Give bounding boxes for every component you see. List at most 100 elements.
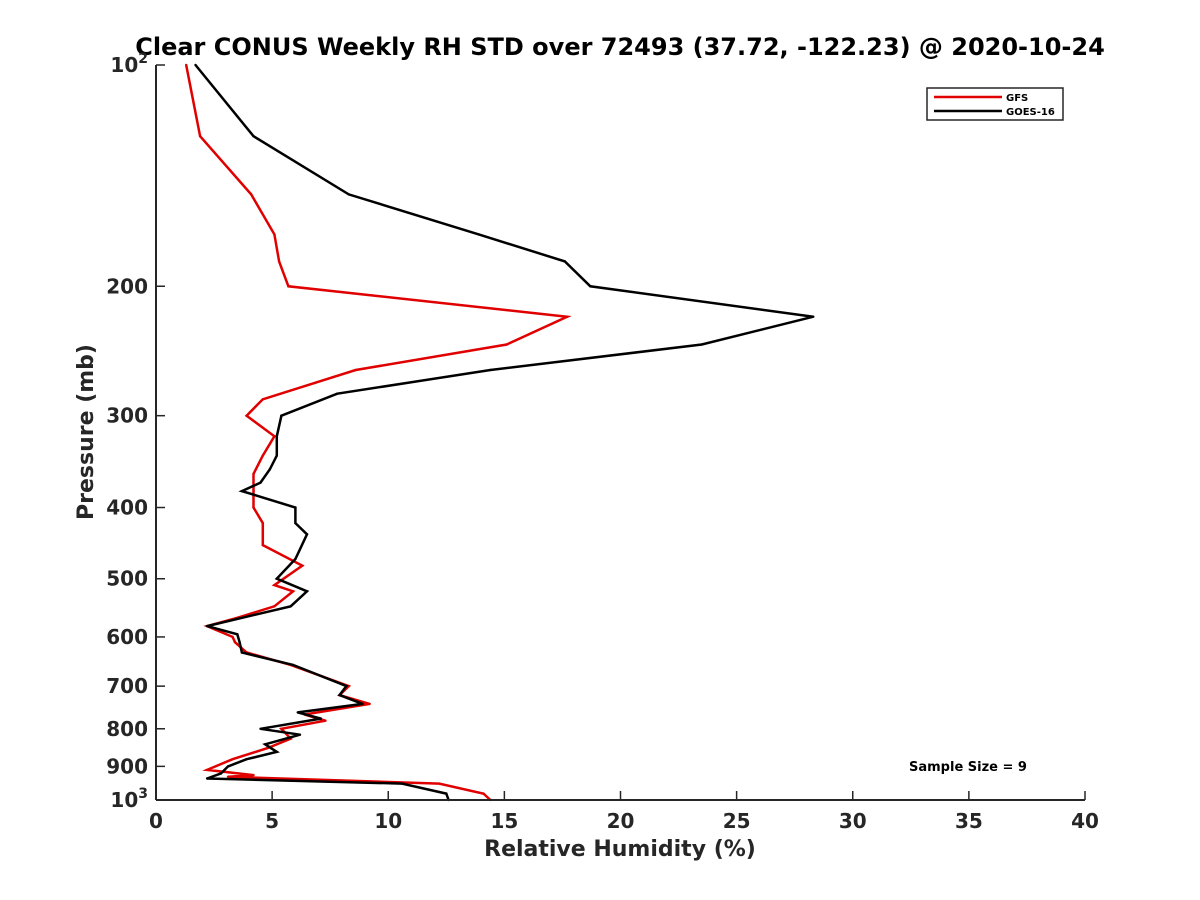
point-gfs-33 [280, 727, 283, 730]
x-tick-label-10: 10 [374, 809, 402, 833]
point-goes16-7 [700, 343, 703, 346]
point-goes16-37 [245, 758, 248, 761]
point-goes16-18 [305, 533, 309, 536]
point-gfs-1 [198, 135, 202, 138]
x-tick-label-5: 5 [265, 809, 279, 833]
point-goes16-22 [289, 605, 292, 608]
y-tick-label-200: 200 [106, 274, 148, 298]
series-line-goes16 [194, 64, 814, 801]
point-goes16-9 [336, 392, 339, 395]
point-goes16-19 [294, 557, 297, 561]
series-line-gfs [184, 64, 572, 801]
point-goes16-41 [401, 782, 404, 785]
point-gfs-32 [324, 719, 327, 722]
point-goes16-14 [259, 481, 262, 484]
x-axis-label: Relative Humidity (%) [484, 837, 756, 862]
point-gfs-14 [252, 489, 255, 493]
y-tick-label-1000: 103 [110, 786, 148, 812]
point-goes16-12 [275, 454, 278, 457]
point-goes16-33 [259, 727, 262, 730]
x-tick-label-40: 40 [1071, 809, 1099, 833]
series-layer [184, 63, 815, 802]
point-gfs-30 [368, 702, 371, 706]
point-goes16-28 [345, 684, 348, 688]
point-goes16-24 [236, 633, 239, 636]
point-gfs-4 [277, 260, 281, 263]
x-tick-label-20: 20 [607, 809, 635, 833]
x-tick-label-15: 15 [490, 809, 518, 833]
point-gfs-10 [245, 414, 248, 417]
x-tick-label-0: 0 [149, 809, 163, 833]
point-gfs-36 [231, 758, 234, 761]
point-goes16-42 [445, 792, 448, 795]
y-ticks: 102 200 300 400 500 600 700 800 900 103 [106, 51, 165, 812]
y-tick-label-300: 300 [106, 404, 148, 428]
y-tick-label-500: 500 [106, 567, 148, 591]
point-gfs-39 [226, 775, 230, 778]
y-tick-label-700: 700 [106, 674, 148, 698]
point-gfs-19 [273, 583, 276, 587]
point-goes16-2 [347, 193, 350, 196]
point-goes16-36 [275, 750, 278, 754]
point-gfs-9 [261, 398, 264, 401]
y-tick-label-600: 600 [106, 625, 148, 649]
point-gfs-40 [438, 782, 441, 785]
point-goes16-21 [305, 590, 309, 593]
point-gfs-20 [291, 590, 295, 593]
axes [155, 65, 1085, 801]
point-goes16-23 [205, 624, 209, 628]
point-goes16-6 [812, 315, 815, 318]
point-goes16-26 [240, 651, 244, 654]
point-goes16-20 [275, 577, 278, 580]
sample-size-annotation: Sample Size = 9 [909, 760, 1027, 775]
point-gfs-38 [252, 773, 255, 777]
point-gfs-7 [505, 343, 508, 346]
y-tick-label-400: 400 [106, 496, 148, 520]
y-tick-label-800: 800 [106, 717, 148, 741]
point-goes16-29 [338, 693, 341, 697]
point-gfs-24 [231, 635, 234, 639]
point-gfs-8 [354, 368, 357, 372]
legend-box [926, 87, 1064, 121]
point-gfs-13 [252, 472, 255, 476]
chart-title: Clear CONUS Weekly RH STD over 72493 (37… [135, 33, 1105, 61]
point-gfs-0 [185, 63, 188, 67]
point-goes16-35 [264, 743, 267, 746]
point-goes16-25 [238, 641, 241, 644]
point-gfs-11 [273, 435, 276, 438]
point-goes16-8 [489, 368, 492, 372]
point-goes16-27 [291, 663, 295, 667]
point-gfs-16 [261, 521, 264, 525]
point-goes16-17 [294, 521, 297, 525]
point-goes16-3 [477, 233, 480, 236]
x-ticks: 0 5 10 15 20 25 30 35 40 [149, 791, 1099, 833]
point-goes16-31 [296, 711, 299, 714]
point-goes16-10 [280, 414, 283, 417]
point-goes16-32 [319, 717, 323, 720]
y-tick-label-900: 900 [106, 754, 148, 778]
point-gfs-5 [287, 285, 290, 288]
y-tick-label-100: 102 [110, 51, 148, 77]
point-gfs-41 [482, 792, 485, 795]
point-goes16-1 [252, 135, 255, 138]
point-goes16-15 [240, 489, 244, 493]
point-gfs-12 [261, 454, 264, 457]
point-gfs-21 [273, 605, 276, 608]
point-gfs-18 [301, 564, 304, 567]
point-gfs-6 [565, 315, 569, 318]
point-goes16-13 [268, 468, 271, 471]
x-tick-label-30: 30 [839, 809, 867, 833]
point-goes16-16 [294, 506, 297, 509]
point-gfs-17 [261, 543, 264, 547]
point-goes16-0 [194, 63, 197, 67]
legend-label-gfs: GFS [1006, 93, 1028, 104]
point-goes16-5 [589, 285, 592, 288]
point-gfs-25 [233, 641, 237, 644]
x-tick-label-35: 35 [955, 809, 983, 833]
point-goes16-38 [226, 765, 230, 768]
legend: GFS GOES-16 [926, 87, 1064, 121]
point-goes16-11 [275, 435, 278, 438]
point-gfs-2 [250, 193, 253, 196]
point-goes16-40 [205, 777, 209, 780]
